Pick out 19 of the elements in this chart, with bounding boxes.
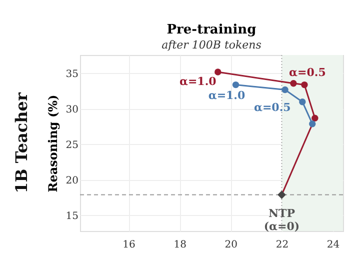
annotation: α=1.0 <box>208 88 246 102</box>
annotation: α=0.5 <box>254 100 291 114</box>
annotation: NTP (α=0) <box>264 206 300 233</box>
y-tick-label: 35 <box>66 68 78 80</box>
y-tick-label: 15 <box>66 210 78 222</box>
x-tick-label: 20 <box>224 240 238 250</box>
annotation: α=1.0 <box>179 75 217 88</box>
y-tick-label: 25 <box>66 140 78 151</box>
chart-title: Pre-training <box>166 22 256 38</box>
x-tick-label: 16 <box>122 240 136 250</box>
y-tick-label: 20 <box>66 175 78 186</box>
annotation: α=0.5 <box>289 66 326 79</box>
x-tick-label: 18 <box>174 240 186 250</box>
y-tick-label: 30 <box>66 104 78 116</box>
x-tick-label: 24 <box>326 240 340 250</box>
y-axis-title: Reasoning (%) <box>46 94 60 192</box>
chart-subtitle: after 100B tokens <box>162 38 262 52</box>
text: 1B Teacher <box>12 92 31 194</box>
x-tick-label: 22 <box>276 240 289 250</box>
